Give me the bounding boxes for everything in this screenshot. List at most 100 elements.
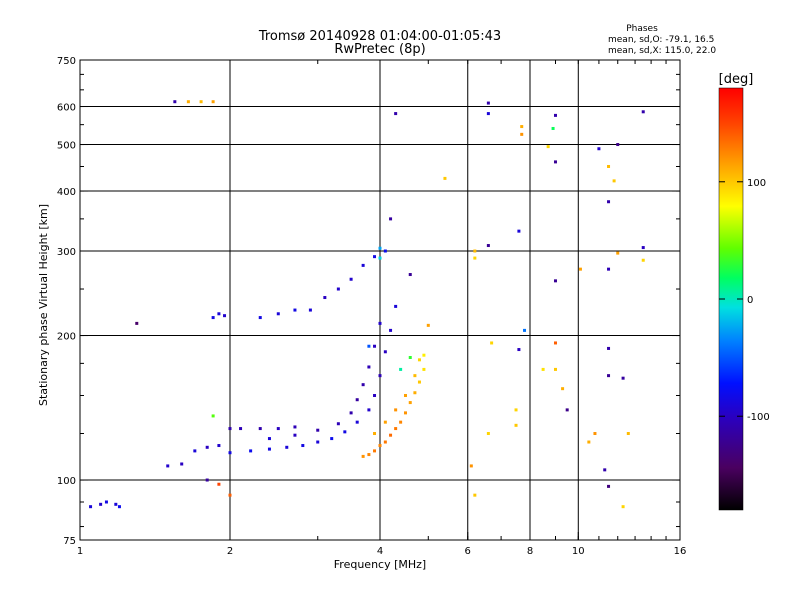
data-point <box>486 432 490 436</box>
legend-title: Phases <box>626 24 658 34</box>
data-point <box>217 312 221 316</box>
data-point <box>607 267 611 271</box>
data-point <box>186 100 190 104</box>
data-point <box>293 433 297 437</box>
data-point <box>389 328 393 332</box>
data-point <box>217 444 221 448</box>
data-point <box>546 145 550 149</box>
chart-title: Tromsø 20140928 01:04:00-01:05:43 <box>258 29 501 44</box>
data-point <box>403 411 407 415</box>
data-point <box>408 355 412 359</box>
data-point <box>473 493 477 497</box>
data-point <box>394 408 398 412</box>
gridlines <box>80 60 680 540</box>
data-point <box>343 430 347 434</box>
data-point <box>89 505 93 509</box>
data-point <box>443 176 447 180</box>
data-point <box>104 500 108 504</box>
data-point <box>173 100 177 104</box>
data-point <box>349 277 353 281</box>
data-point <box>399 420 403 424</box>
data-point <box>239 427 243 431</box>
data-point <box>413 391 417 395</box>
data-point <box>99 502 103 506</box>
data-point <box>276 427 280 431</box>
data-point <box>383 440 387 444</box>
data-point <box>514 423 518 427</box>
data-point <box>267 437 271 441</box>
y-tick-label: 75 <box>63 536 76 547</box>
data-point <box>361 263 365 267</box>
legend-line-o: mean, sd,O: -79.1, 16.5 <box>608 35 714 45</box>
data-point <box>258 316 262 320</box>
data-point <box>217 482 221 486</box>
data-point <box>541 367 545 371</box>
data-point <box>193 449 197 453</box>
data-point <box>367 408 371 412</box>
data-point <box>607 374 611 378</box>
data-point <box>587 440 591 444</box>
data-points <box>89 100 645 509</box>
y-tick-label: 600 <box>57 103 76 114</box>
data-point <box>612 179 616 183</box>
data-point <box>383 420 387 424</box>
data-point <box>373 394 377 398</box>
data-point <box>355 420 359 424</box>
data-point <box>621 505 625 509</box>
data-point <box>551 126 555 130</box>
y-tick-label: 400 <box>57 187 76 198</box>
x-tick-label: 8 <box>527 546 533 557</box>
data-point <box>523 328 527 332</box>
data-point <box>228 451 232 455</box>
data-point <box>367 344 371 348</box>
data-point <box>520 132 524 136</box>
data-point <box>553 341 557 345</box>
colorbar-tick-label: -100 <box>747 412 770 423</box>
x-tick-label: 1 <box>77 546 83 557</box>
data-point <box>621 376 625 380</box>
data-point <box>211 100 215 104</box>
data-point <box>520 125 524 129</box>
data-point <box>486 112 490 116</box>
data-point <box>378 246 382 250</box>
data-point <box>228 493 232 497</box>
data-point <box>426 323 430 327</box>
x-tick-label: 2 <box>227 546 233 557</box>
data-point <box>607 200 611 204</box>
data-point <box>211 316 215 320</box>
data-point <box>336 287 340 291</box>
data-point <box>403 394 407 398</box>
y-tick-label: 500 <box>57 141 76 152</box>
data-point <box>330 437 334 441</box>
data-point <box>301 444 305 448</box>
data-point <box>211 414 215 418</box>
data-point <box>389 217 393 221</box>
data-point <box>336 422 340 426</box>
data-point <box>607 346 611 350</box>
data-point <box>616 251 620 255</box>
data-point <box>361 454 365 458</box>
x-tick-label: 4 <box>377 546 383 557</box>
data-point <box>486 244 490 248</box>
data-point <box>205 478 209 482</box>
data-point <box>373 255 377 259</box>
colorbar-tick-label: 100 <box>747 178 766 189</box>
data-point <box>114 502 118 506</box>
data-point <box>367 365 371 369</box>
data-point <box>473 256 477 260</box>
x-tick-label: 10 <box>572 546 585 557</box>
data-point <box>394 304 398 308</box>
y-axis-label: Stationary phase Virtual Height [km] <box>37 204 50 406</box>
x-tick-label: 16 <box>674 546 687 557</box>
data-point <box>469 464 473 468</box>
data-point <box>285 445 289 449</box>
data-point <box>473 249 477 253</box>
colorbar-tick-label: 0 <box>747 295 753 306</box>
data-point <box>373 432 377 436</box>
colorbar-label: [deg] <box>719 72 754 87</box>
data-point <box>249 449 253 453</box>
data-point <box>378 444 382 448</box>
data-point <box>603 468 607 472</box>
colorbar-ticks: 100 0 -100 <box>719 178 770 423</box>
data-point <box>413 374 417 378</box>
